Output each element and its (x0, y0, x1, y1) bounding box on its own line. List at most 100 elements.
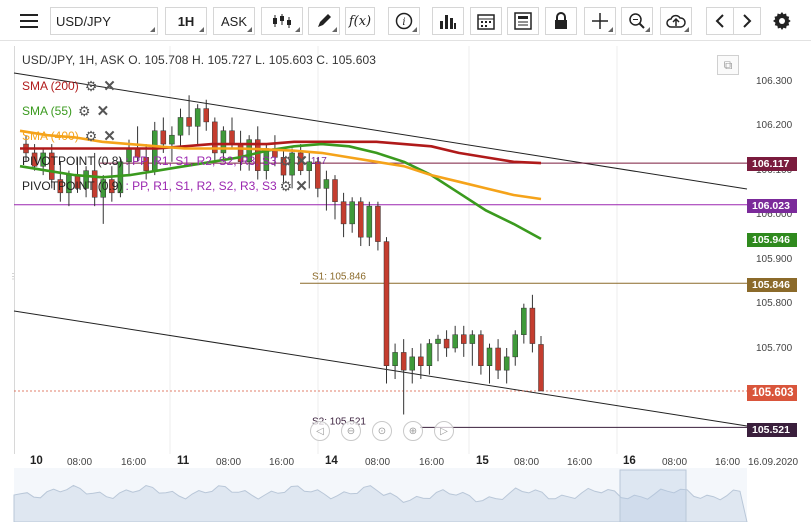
pivot-levels-label: : PP, R1, S1, R2, S2, R3, S3 (125, 179, 277, 193)
lock-icon[interactable] (545, 7, 577, 35)
candle-up (177, 117, 184, 136)
x-tick: 16:00 (567, 457, 593, 468)
news-icon[interactable] (507, 7, 539, 35)
sma-line (19, 142, 542, 241)
gear-icon[interactable]: ⚙ (279, 152, 293, 169)
draw-pencil-icon[interactable] (308, 7, 340, 35)
crosshair-icon[interactable] (584, 7, 616, 35)
function-fx-icon[interactable]: f(x) (345, 7, 375, 35)
indicator-label: SMA (55) (22, 104, 73, 118)
candle-up (503, 356, 510, 371)
sma-line (20, 140, 542, 165)
x-tick: 08:00 (365, 457, 391, 468)
indicator-label: PIVOTPOINT (0.8) (22, 154, 123, 168)
candle-down (109, 179, 115, 194)
x-tick: 08:00 (662, 457, 688, 468)
dropdown-corner-icon (150, 27, 155, 32)
price-type-label: ASK (220, 13, 247, 29)
trend-line-lower (13, 310, 748, 427)
info-icon[interactable]: i (388, 7, 420, 35)
candle-up (486, 347, 493, 366)
candle-up (246, 139, 252, 163)
gear-icon[interactable]: ⚙ (84, 127, 98, 144)
indicator-label: SMA (200) (22, 79, 79, 93)
y-tick: 106.200 (756, 120, 793, 131)
x-tick-day: 15 (476, 455, 489, 467)
candle-up (289, 152, 295, 176)
y-tick: 106.300 (756, 76, 793, 87)
candle-down (255, 139, 261, 171)
dropdown-corner-icon (199, 27, 204, 32)
settings-gear-icon[interactable] (767, 7, 797, 35)
candle-down (400, 352, 407, 371)
expand-icon[interactable]: ⧉ (717, 55, 739, 75)
hamburger-menu-icon[interactable] (14, 7, 44, 35)
x-tick-day: 11 (177, 455, 190, 467)
gear-icon[interactable]: ⚙ (279, 177, 293, 194)
scroll-handle-icon[interactable]: ⋮ (9, 272, 17, 281)
indicator-pivot-09[interactable]: PIVOTPOINT (0.9) : PP, R1, S1, R2, S2, R… (22, 177, 308, 196)
candle-down (49, 152, 55, 180)
candle-up (452, 334, 458, 349)
zoom-out-icon[interactable]: ⊖ (341, 421, 361, 441)
bar-chart-icon[interactable] (432, 7, 464, 35)
navigator-series (13, 484, 748, 522)
close-icon[interactable]: ✕ (295, 153, 308, 170)
candle-down (383, 241, 390, 366)
close-icon[interactable]: ✕ (96, 103, 110, 120)
close-icon[interactable]: ✕ (103, 128, 116, 145)
timeframe-label: 1H (177, 13, 195, 29)
scroll-end-icon[interactable]: ▷ (434, 421, 454, 441)
gear-icon[interactable]: ⚙ (84, 77, 98, 94)
candle-down (358, 201, 364, 238)
x-tick-day: 16 (623, 455, 636, 467)
zoom-in-icon[interactable]: ⊕ (403, 421, 423, 441)
candle-down (229, 130, 235, 145)
candle-up (220, 130, 227, 154)
trend-line-upper (13, 72, 748, 190)
candle-down (443, 338, 450, 349)
indicator-sma-200[interactable]: SMA (200) ⚙ ✕ (22, 77, 116, 96)
candle-down (418, 356, 424, 366)
s2-label: S2: 105.521 (312, 416, 366, 427)
cloud-upload-icon[interactable] (660, 7, 692, 35)
candle-down (538, 344, 544, 392)
candle-up (169, 134, 175, 145)
navigator-window (619, 469, 687, 522)
scroll-start-icon[interactable]: ◁ (310, 421, 330, 441)
x-tick-day: 14 (325, 455, 338, 467)
indicator-label: PIVOTPOINT (0.9) (22, 179, 123, 193)
x-tick-day: 10 (30, 455, 43, 467)
reset-icon[interactable]: ⊙ (372, 421, 392, 441)
price-type-selector[interactable]: ASK (213, 7, 255, 35)
indicator-sma-400[interactable]: SMA (400) ⚙ ✕ (22, 127, 116, 146)
candle-up (323, 179, 330, 189)
candlestick-icon[interactable] (261, 7, 303, 35)
indicator-sma-55[interactable]: SMA (55) ⚙ ✕ (22, 102, 110, 121)
candle-down (478, 334, 484, 366)
y-tick: 105.800 (756, 298, 793, 309)
timeframe-selector[interactable]: 1H (165, 7, 207, 35)
calendar-icon[interactable] (470, 7, 502, 35)
close-icon[interactable]: ✕ (103, 78, 116, 95)
indicator-pivot-08[interactable]: PIVOTPOINT (0.8) : PP, R1, S1, R2, S2, R… (22, 152, 327, 171)
price-badge: 105.946 (747, 233, 797, 247)
price-badge: 106.023 (747, 199, 797, 213)
candle-up (40, 152, 46, 167)
candle-up (366, 205, 373, 238)
svg-text:i: i (402, 17, 405, 28)
x-tick-date: 16.09.2020 (748, 457, 799, 468)
close-icon[interactable]: ✕ (295, 178, 308, 195)
candle-down (57, 179, 64, 194)
arrow-right-icon[interactable] (733, 7, 761, 35)
symbol-selector[interactable]: USD/JPY (50, 7, 158, 35)
candle-down (186, 117, 192, 127)
s1-label: S1: 105.846 (312, 271, 366, 282)
zoom-icon[interactable] (621, 7, 653, 35)
chart-plot-area[interactable] (14, 46, 747, 454)
x-tick: 08:00 (216, 457, 242, 468)
gear-icon[interactable]: ⚙ (78, 102, 91, 119)
candle-down (280, 157, 287, 176)
x-tick: 16:00 (269, 457, 295, 468)
